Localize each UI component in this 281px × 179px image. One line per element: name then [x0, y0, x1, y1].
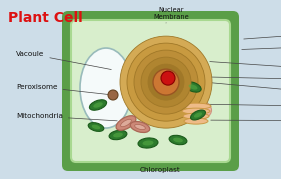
Ellipse shape [173, 138, 183, 142]
Text: Nuclear
Membrane: Nuclear Membrane [153, 7, 189, 23]
Text: Cell membrane: Cell membrane [242, 44, 281, 50]
Ellipse shape [93, 102, 103, 108]
Ellipse shape [109, 130, 127, 140]
Ellipse shape [184, 118, 208, 124]
Ellipse shape [116, 116, 136, 130]
Text: Vacoule: Vacoule [16, 51, 111, 69]
Ellipse shape [194, 112, 202, 118]
Ellipse shape [89, 100, 106, 110]
Ellipse shape [92, 125, 100, 129]
Circle shape [127, 43, 205, 121]
Ellipse shape [121, 119, 132, 127]
Circle shape [120, 36, 212, 128]
FancyBboxPatch shape [62, 11, 239, 171]
Circle shape [161, 71, 175, 85]
Text: Nucleus: Nucleus [207, 82, 281, 94]
Ellipse shape [183, 113, 209, 119]
Circle shape [108, 90, 118, 100]
Text: Peroxisome: Peroxisome [16, 84, 110, 95]
Ellipse shape [191, 110, 205, 120]
Ellipse shape [182, 108, 210, 114]
Text: Plant Cell: Plant Cell [8, 11, 83, 25]
Text: Golgi body: Golgi body [211, 118, 281, 124]
Ellipse shape [135, 124, 145, 130]
Ellipse shape [176, 99, 212, 121]
Text: Nucleolus: Nucleolus [173, 76, 281, 82]
Ellipse shape [185, 82, 201, 92]
Ellipse shape [169, 135, 187, 145]
Ellipse shape [113, 133, 123, 137]
Text: Mitochondria: Mitochondria [16, 113, 117, 121]
Circle shape [141, 57, 191, 107]
Ellipse shape [88, 123, 104, 131]
Ellipse shape [130, 122, 150, 132]
Ellipse shape [189, 84, 198, 90]
Text: SER: SER [201, 103, 281, 109]
Text: Cell wall: Cell wall [244, 32, 281, 39]
FancyBboxPatch shape [71, 20, 230, 162]
Circle shape [148, 64, 184, 100]
Circle shape [134, 50, 198, 114]
Circle shape [153, 69, 179, 95]
Ellipse shape [80, 48, 132, 128]
Ellipse shape [142, 141, 153, 146]
Text: RER: RER [210, 62, 281, 70]
Ellipse shape [138, 138, 158, 148]
Text: Chloroplast: Chloroplast [140, 167, 181, 173]
Ellipse shape [181, 103, 211, 109]
